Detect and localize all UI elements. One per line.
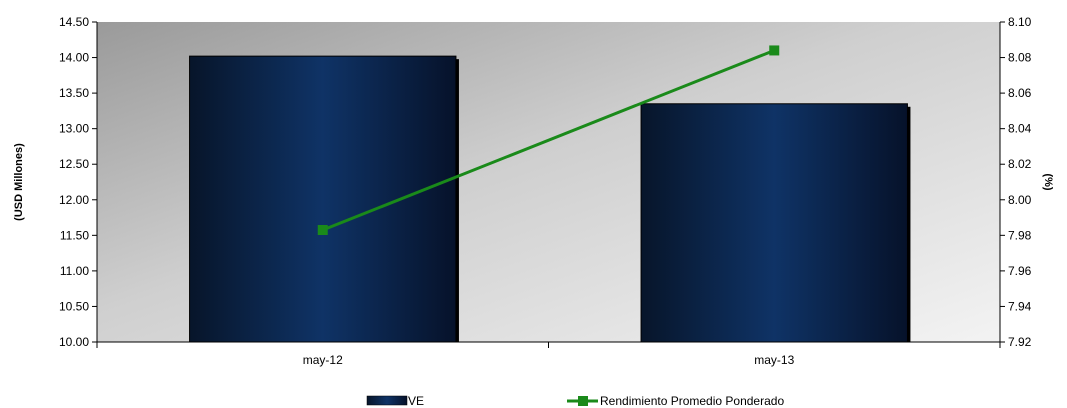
y-axis-title: (USD Millones) bbox=[13, 143, 25, 221]
point-rendimiento-may-12 bbox=[317, 225, 328, 235]
right-tick-label: 8.04 bbox=[1008, 122, 1032, 136]
legend-label-rendimiento: Rendimiento Promedio Ponderado bbox=[600, 394, 784, 408]
point-rendimiento-may-13 bbox=[769, 45, 780, 56]
left-tick-label: 14.00 bbox=[59, 51, 89, 65]
x-axis-ticks: may-12 may-13 bbox=[96, 342, 1001, 367]
left-tick-label: 12.50 bbox=[59, 157, 89, 171]
x-tick-label: may-13 bbox=[754, 353, 794, 367]
legend: VE Rendimiento Promedio Ponderado bbox=[366, 394, 784, 408]
left-tick-label: 11.50 bbox=[60, 228, 89, 242]
right-tick-label: 7.94 bbox=[1008, 299, 1032, 313]
legend-item-rendimiento: Rendimiento Promedio Ponderado bbox=[567, 394, 784, 408]
bar-ve-may-12 bbox=[189, 55, 457, 343]
left-axis-ticks: 10.00 10.50 11.00 11.50 12.00 12.50 13.00 13.50… bbox=[59, 15, 97, 349]
right-tick-label: 8.10 bbox=[1008, 15, 1032, 29]
bars bbox=[189, 55, 911, 343]
line-rendimiento bbox=[322, 49, 775, 232]
left-tick-label: 10.50 bbox=[59, 299, 89, 313]
right-tick-label: 7.92 bbox=[1008, 335, 1032, 349]
right-tick-label: 8.00 bbox=[1008, 193, 1032, 207]
right-tick-label: 7.96 bbox=[1008, 264, 1032, 278]
legend-item-ve: VE bbox=[366, 394, 424, 408]
right-tick-label: 8.02 bbox=[1008, 157, 1032, 171]
left-tick-label: 13.00 bbox=[59, 122, 89, 136]
legend-marker-rendimiento bbox=[578, 396, 588, 406]
right-tick-label: 8.06 bbox=[1008, 86, 1032, 100]
left-tick-label: 10.00 bbox=[59, 335, 89, 349]
left-tick-label: 11.00 bbox=[60, 264, 89, 278]
y2-axis-title: (%) bbox=[1042, 173, 1054, 190]
x-tick-label: may-12 bbox=[303, 353, 343, 367]
legend-label-ve: VE bbox=[408, 394, 424, 408]
right-axis-ticks: 7.92 7.94 7.96 7.98 8.00 8.02 8.04 8.06 8.08 8.10 bbox=[1000, 15, 1032, 349]
bar-ve-may-13 bbox=[640, 103, 908, 343]
line-series bbox=[317, 45, 780, 235]
left-tick-label: 13.50 bbox=[59, 86, 89, 100]
left-tick-label: 12.00 bbox=[59, 193, 89, 207]
right-tick-label: 8.08 bbox=[1008, 51, 1032, 65]
left-tick-label: 14.50 bbox=[59, 15, 89, 29]
legend-swatch-ve bbox=[366, 395, 408, 406]
right-tick-label: 7.98 bbox=[1008, 228, 1032, 242]
